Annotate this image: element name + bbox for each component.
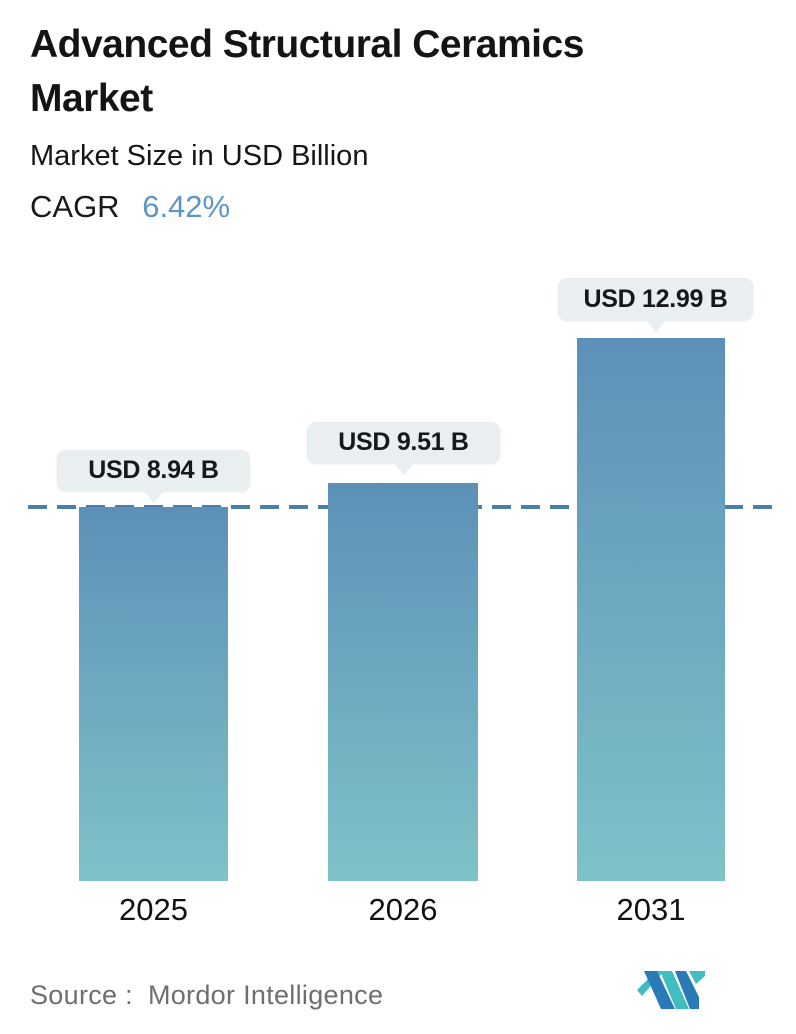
x-axis-label-2031: 2031 xyxy=(616,892,686,927)
x-axis-label-2026: 2026 xyxy=(368,892,438,927)
source-name: Mordor Intelligence xyxy=(147,980,384,1010)
value-label-2026: USD 9.51 B xyxy=(307,422,500,463)
cagr-value: 6.42% xyxy=(142,189,231,224)
cagr-label: CAGR xyxy=(30,189,120,224)
page-title: Advanced Structural Ceramics Market xyxy=(30,23,584,120)
source-attribution: Source : Mordor Intelligence xyxy=(30,980,383,1011)
chart-subtitle: Market Size in USD Billion xyxy=(30,140,369,172)
mordor-intelligence-logo-icon xyxy=(637,971,705,1009)
source-prefix: Source : xyxy=(30,980,133,1010)
x-axis-label-2025: 2025 xyxy=(119,892,188,927)
value-label-2031: USD 12.99 B xyxy=(558,278,753,320)
cagr-row: CAGR 6.42% xyxy=(30,189,230,225)
bar-2025 xyxy=(79,507,228,881)
bar-2026 xyxy=(328,483,478,881)
value-label-2025: USD 8.94 B xyxy=(57,450,250,491)
bar-2031 xyxy=(577,338,725,881)
